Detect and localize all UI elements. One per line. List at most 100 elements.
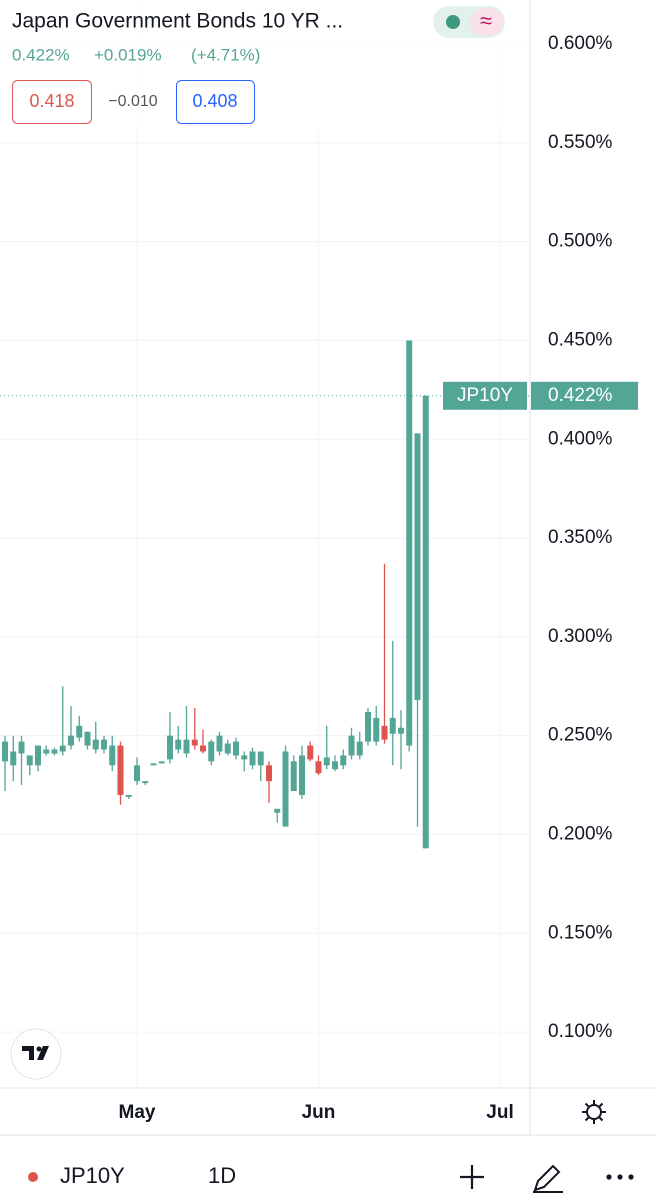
gear-teeth — [582, 1100, 606, 1124]
candle-body — [307, 745, 314, 760]
candle-body — [356, 741, 363, 756]
candle-body — [406, 340, 413, 746]
candle-body — [340, 755, 347, 766]
more-dot — [617, 1174, 623, 1180]
candle-body — [381, 725, 388, 740]
y-tick-label: 0.400% — [548, 428, 613, 449]
candle-body — [109, 745, 116, 766]
candle-body — [18, 741, 25, 754]
candle-body — [43, 749, 50, 754]
symbol-title[interactable]: Japan Government Bonds 10 YR ... — [12, 10, 343, 33]
price-change-percent: (+4.71%) — [191, 45, 260, 64]
candle-body — [348, 735, 355, 756]
last-price-badge-label: 0.422% — [548, 385, 613, 406]
candle-body — [2, 741, 8, 762]
candle-body — [224, 743, 231, 754]
candle-body — [389, 717, 396, 734]
candle-body — [249, 751, 256, 766]
candle-body — [10, 751, 17, 766]
candle-body — [59, 745, 66, 752]
symbol-dot — [28, 1172, 38, 1182]
x-tick-label: Jun — [302, 1102, 336, 1123]
more-button[interactable] — [606, 1174, 634, 1180]
toolbar-symbol[interactable]: JP10Y — [60, 1163, 125, 1188]
more-dot — [628, 1174, 634, 1180]
last-price-badge — [531, 381, 638, 410]
price-change: +0.019% — [94, 45, 162, 64]
settings-button[interactable] — [582, 1100, 606, 1124]
candle-body — [158, 761, 165, 764]
candle-body — [35, 745, 41, 766]
candle-body — [373, 717, 380, 742]
y-tick-label: 0.500% — [548, 231, 613, 252]
toolbar-interval[interactable]: 1D — [208, 1163, 236, 1188]
tv-logo-mark — [22, 1046, 49, 1060]
symbol-price-badge-label: JP10Y — [457, 385, 513, 406]
candle-body — [323, 757, 330, 766]
candle-body — [142, 781, 149, 784]
tv-logo[interactable] — [10, 1028, 62, 1080]
add-button[interactable] — [460, 1165, 484, 1189]
candle-body — [134, 765, 140, 782]
delay-icon: ≈ — [480, 8, 492, 33]
candle-body — [101, 739, 107, 750]
x-tick-label: May — [119, 1102, 156, 1123]
candle-body — [26, 755, 33, 766]
candle-body — [315, 761, 322, 774]
more-dot — [606, 1174, 612, 1180]
candle-body — [216, 735, 223, 752]
y-tick-label: 0.450% — [548, 329, 613, 350]
candle-body — [241, 755, 248, 760]
y-tick-label: 0.350% — [548, 527, 613, 548]
candle-body — [290, 761, 297, 792]
candle-body — [299, 755, 305, 795]
candle-body — [76, 725, 83, 738]
candle-body — [175, 739, 182, 750]
candle-body — [274, 808, 281, 813]
buy-button[interactable] — [176, 80, 255, 124]
sell-button[interactable] — [12, 80, 92, 124]
candle-body — [125, 794, 132, 797]
tv-logo-dot — [36, 1046, 42, 1052]
candle-body — [51, 749, 58, 754]
candle-body — [92, 739, 99, 750]
candle-body — [365, 711, 371, 742]
candle-body — [117, 745, 124, 795]
candle-body — [266, 765, 272, 782]
candle-body — [332, 761, 338, 770]
draw-button[interactable] — [533, 1164, 563, 1193]
sell-price: 0.418 — [29, 91, 74, 111]
candle-body — [150, 763, 157, 766]
candle-body — [257, 751, 264, 766]
candle-body — [68, 735, 74, 746]
candle-body — [398, 727, 404, 734]
candle-body — [84, 731, 91, 746]
gear-ring — [586, 1104, 602, 1120]
candle-body — [414, 433, 421, 701]
x-tick-label: Jul — [486, 1102, 513, 1123]
candle-body — [191, 739, 198, 746]
spread: −0.010 — [108, 93, 157, 110]
market-status-dot — [446, 15, 460, 29]
y-tick-label: 0.300% — [548, 626, 613, 647]
y-tick-label: 0.150% — [548, 922, 613, 943]
delay-badge — [470, 8, 503, 36]
y-tick-label: 0.250% — [548, 725, 613, 746]
candle-body — [233, 741, 239, 756]
candle-body — [167, 735, 173, 760]
candle-body — [183, 739, 190, 754]
candle-body — [208, 741, 215, 762]
last-price: 0.422% — [12, 45, 70, 64]
candle-body — [200, 745, 206, 752]
candle-body — [422, 395, 429, 849]
y-tick-label: 0.550% — [548, 132, 613, 153]
buy-price: 0.408 — [192, 91, 237, 111]
symbol-price-badge — [443, 381, 527, 410]
candle-body — [282, 751, 289, 827]
y-tick-label: 0.100% — [548, 1021, 613, 1042]
y-tick-label: 0.600% — [548, 33, 613, 54]
y-tick-label: 0.200% — [548, 823, 613, 844]
